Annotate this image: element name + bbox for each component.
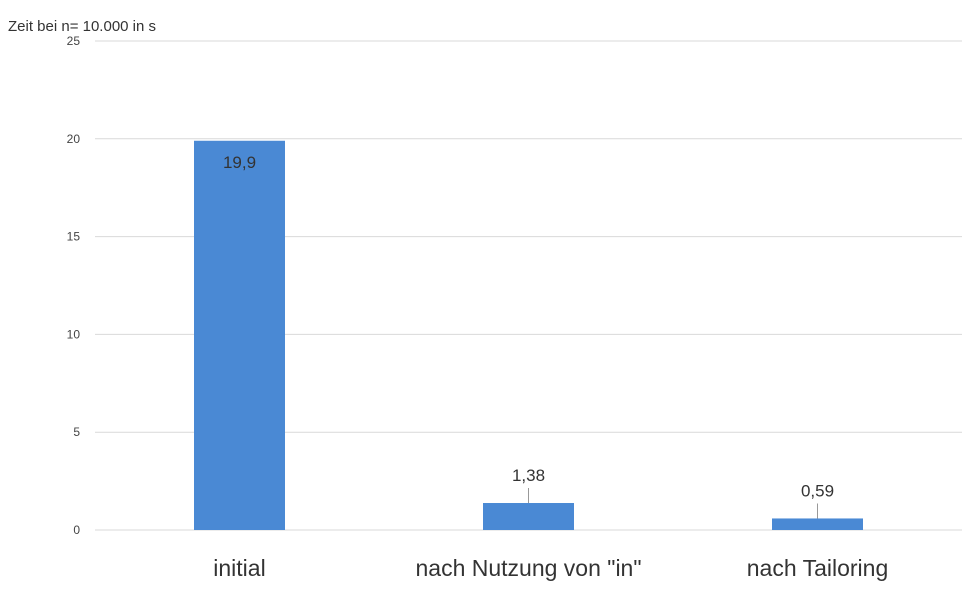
- data-label: 0,59: [801, 481, 834, 500]
- data-label: 19,9: [223, 153, 256, 172]
- y-tick-labels: 0 5 10 15 20 25: [67, 34, 81, 537]
- bar: [483, 503, 574, 530]
- y-tick-label: 10: [67, 327, 81, 341]
- bar: [772, 518, 863, 530]
- category-label: nach Tailoring: [747, 555, 889, 581]
- bar: [194, 140, 285, 531]
- y-tick-label: 20: [67, 132, 81, 146]
- y-tick-label: 25: [67, 34, 81, 48]
- y-axis-label: Zeit bei n= 10.000 in s: [8, 18, 156, 35]
- data-label: 1,38: [512, 466, 545, 485]
- category-label: nach Nutzung von "in": [415, 555, 641, 581]
- y-tick-label: 15: [67, 230, 81, 244]
- bars: [194, 140, 863, 531]
- y-tick-label: 0: [73, 523, 80, 537]
- category-label: initial: [213, 555, 265, 581]
- data-labels: 19,9 1,38 0,59: [223, 153, 834, 519]
- category-labels: initial nach Nutzung von "in" nach Tailori…: [213, 555, 888, 581]
- y-tick-label: 5: [73, 425, 80, 439]
